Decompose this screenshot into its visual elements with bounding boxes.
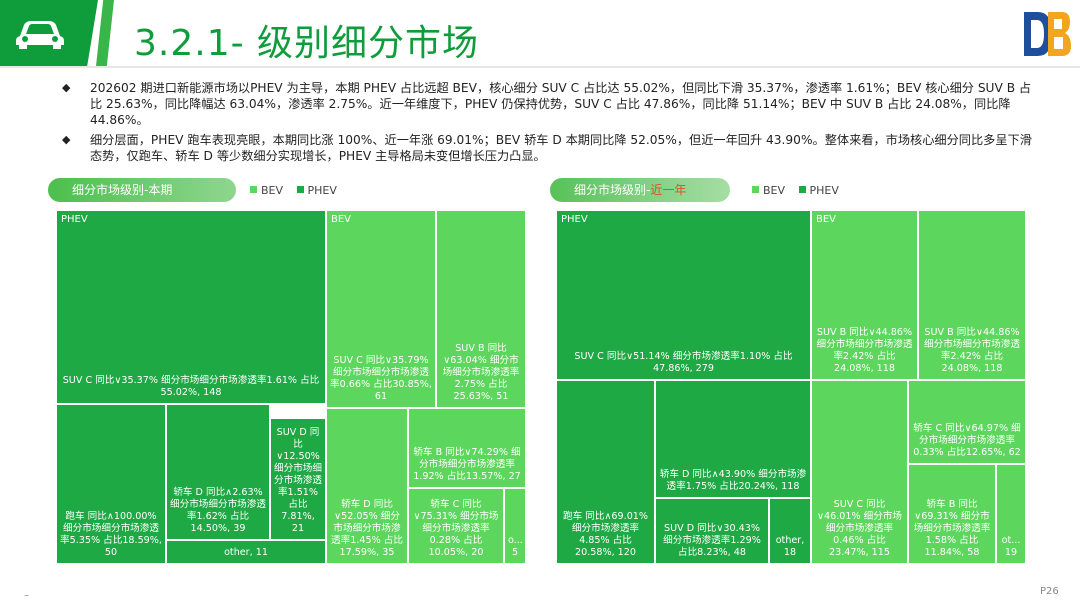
treemap-tile-r-bev-suvb-2: SUV B 同比∨44.86% 细分市场细分市场渗透率2.42% 占比24.08…	[918, 210, 1026, 380]
treemap-tile-label: other, 18	[775, 535, 805, 558]
treemap-tile-l-bev-suvb: SUV B 同比∨63.04% 细分市场细分市场渗透率2.75% 占比25.63…	[436, 210, 526, 408]
page-number: P26	[1040, 586, 1059, 597]
header-bar	[0, 0, 1080, 76]
legend-phev-label: PHEV	[307, 184, 337, 197]
diamond-bullet-icon: ◆	[62, 133, 71, 146]
treemap-tile-label: SUV B 同比∨63.04% 细分市场细分市场渗透率2.75% 占比25.63…	[442, 343, 520, 402]
phev-swatch	[296, 186, 304, 193]
treemap-tile-label: 轿车 C 同比∨75.31% 细分市场细分市场渗透率0.28% 占比10.05%…	[413, 499, 499, 558]
treemap-tile-label: 轿车 D 同比∧43.90% 细分市场渗透率1.75% 占比20.24%, 11…	[659, 469, 807, 492]
treemap-tile-label: SUV C 同比∨35.79% 细分市场细分市场渗透率0.66% 占比30.85…	[330, 355, 432, 402]
treemap-tile-label: SUV B 同比∨44.86% 细分市场细分市场渗透率2.42% 占比24.08…	[924, 327, 1020, 374]
treemap-group-label-bev: BEV	[331, 214, 352, 225]
treemap-tile-r-phev-jiaoche-d: 轿车 D 同比∧43.90% 细分市场渗透率1.75% 占比20.24%, 11…	[655, 380, 811, 498]
phev-swatch	[798, 186, 806, 193]
treemap-tile-label: o... 5	[508, 535, 523, 558]
treemap-tile-label: SUV C 同比∨35.37% 细分市场细分市场渗透率1.61% 占比55.02…	[62, 375, 320, 398]
treemap-tile-label: 轿车 B 同比∨74.29% 细分市场细分市场渗透率1.92% 占比13.57%…	[413, 447, 521, 482]
treemap-tile-l-bev-suvc: SUV C 同比∨35.79% 细分市场细分市场渗透率0.66% 占比30.85…	[326, 210, 436, 408]
treemap-tile-label: 轿车 B 同比∨69.31% 细分市场细分市场渗透率1.58% 占比11.84%…	[913, 499, 991, 558]
legend-bev-label: BEV	[763, 184, 786, 197]
treemap-current: SUV C 同比∨35.37% 细分市场细分市场渗透率1.61% 占比55.02…	[56, 210, 526, 564]
panel-label-year-highlight: 近一年	[650, 183, 687, 197]
treemap-tile-label: 跑车 同比∧100.00% 细分市场细分市场渗透率5.35% 占比18.59%,…	[60, 511, 162, 558]
legend-bev-label: BEV	[261, 184, 284, 197]
treemap-tile-label: 轿车 D 同比∨52.05% 细分市场细分市场渗透率1.45% 占比17.59%…	[331, 499, 403, 558]
treemap-tile-r-bev-jiaoche-b: 轿车 B 同比∨69.31% 细分市场细分市场渗透率1.58% 占比11.84%…	[908, 464, 996, 564]
treemap-tile-l-bev-jiaoche-b: 轿车 B 同比∨74.29% 细分市场细分市场渗透率1.92% 占比13.57%…	[408, 408, 526, 488]
treemap-tile-r-bev-other: ot... 19	[996, 464, 1026, 564]
treemap-tile-r-bev-suvb-1: SUV B 同比∨44.86% 细分市场细分市场渗透率2.42% 占比24.08…	[811, 210, 918, 380]
treemap-tile-label: SUV B 同比∨44.86% 细分市场细分市场渗透率2.42% 占比24.08…	[816, 327, 913, 374]
legend-item-phev: PHEV	[798, 184, 839, 197]
treemap-tile-label: 轿车 D 同比∧2.63% 细分市场细分市场渗透率1.62% 占比14.50%,…	[170, 487, 266, 534]
panel-label-year-prefix: 细分市场级别-	[574, 183, 651, 197]
treemap-tile-l-bev-jiaoche-c: 轿车 C 同比∨75.31% 细分市场细分市场渗透率0.28% 占比10.05%…	[408, 488, 504, 564]
legend-phev-label: PHEV	[809, 184, 839, 197]
treemap-tile-r-phev-paoche: 跑车 同比∧69.01% 细分市场渗透率4.85% 占比20.58%, 120	[556, 380, 655, 564]
treemap-tile-label: SUV C 同比∨51.14% 细分市场渗透率1.10% 占比47.86%, 2…	[574, 351, 793, 374]
treemap-tile-label: SUV D 同比∨12.50% 细分市场细分市场渗透率1.51% 占比7.81%…	[274, 427, 322, 534]
treemap-tile-label: ot... 19	[1001, 535, 1021, 558]
treemap-group-label-bev: BEV	[816, 214, 837, 225]
treemap-tile-r-bev-suvc: SUV C 同比∨46.01% 细分市场细分市场渗透率0.46% 占比23.47…	[811, 380, 908, 564]
panel-label-current-text: 细分市场级别-本期	[72, 183, 173, 197]
treemap-tile-l-bev-jiaoche-d: 轿车 D 同比∨52.05% 细分市场细分市场渗透率1.45% 占比17.59%…	[326, 408, 408, 564]
treemap-tile-r-phev-other: other, 18	[769, 498, 811, 564]
legend-item-bev: BEV	[752, 184, 785, 197]
treemap-tile-label: 轿车 C 同比∨64.97% 细分市场细分市场渗透率0.33% 占比12.65%…	[913, 423, 1021, 458]
legend-item-bev: BEV	[250, 184, 283, 197]
treemap-tile-l-phev-jiaoche-d: 轿车 D 同比∧2.63% 细分市场细分市场渗透率1.62% 占比14.50%,…	[166, 404, 270, 540]
treemap-group-label-phev: PHEV	[561, 214, 588, 225]
treemap-tile-l-phev-paoche: 跑车 同比∧100.00% 细分市场细分市场渗透率5.35% 占比18.59%,…	[56, 404, 166, 564]
bullet-text-2: 细分层面，PHEV 跑车表现亮眼，本期同比涨 100%、近一年涨 69.01%；…	[90, 133, 1032, 163]
legend-item-phev: PHEV	[296, 184, 337, 197]
panel-label-year: 细分市场级别-近一年	[550, 178, 730, 202]
treemap-tile-label: SUV C 同比∨46.01% 细分市场细分市场渗透率0.46% 占比23.47…	[816, 499, 903, 558]
summary-bullets: ◆ 202602 期进口新能源市场以PHEV 为主导，本期 PHEV 占比远超 …	[62, 80, 1032, 168]
db-logo	[1024, 12, 1071, 56]
bev-swatch	[752, 186, 759, 193]
header-divider	[0, 66, 1080, 68]
treemap-year: SUV C 同比∨51.14% 细分市场渗透率1.10% 占比47.86%, 2…	[556, 210, 1026, 564]
page-title: 3.2.1- 级别细分市场	[134, 23, 480, 64]
treemap-tile-l-bev-other: o... 5	[504, 488, 526, 564]
legend-current: BEV PHEV	[250, 184, 347, 197]
car-icon	[16, 21, 64, 49]
treemap-tile-r-phev-suvd: SUV D 同比∨30.43% 细分市场渗透率1.29% 占比8.23%, 48	[655, 498, 769, 564]
diamond-bullet-icon: ◆	[62, 81, 71, 94]
legend-year: BEV PHEV	[752, 184, 849, 197]
footer-dash: –	[24, 590, 29, 601]
treemap-tile-l-phev-other: other, 11	[166, 540, 326, 564]
treemap-tile-label: SUV D 同比∨30.43% 细分市场渗透率1.29% 占比8.23%, 48	[663, 523, 761, 558]
bev-swatch	[250, 186, 257, 193]
treemap-group-label-phev: PHEV	[61, 214, 88, 225]
treemap-tile-r-bev-jiaoche-c: 轿车 C 同比∨64.97% 细分市场细分市场渗透率0.33% 占比12.65%…	[908, 380, 1026, 464]
treemap-tile-r-phev-suvc: SUV C 同比∨51.14% 细分市场渗透率1.10% 占比47.86%, 2…	[556, 210, 811, 380]
panel-label-current: 细分市场级别-本期	[48, 178, 236, 202]
treemap-tile-label: other, 11	[224, 547, 268, 558]
bullet-2: ◆ 细分层面，PHEV 跑车表现亮眼，本期同比涨 100%、近一年涨 69.01…	[62, 132, 1032, 164]
treemap-tile-l-phev-suvc: SUV C 同比∨35.37% 细分市场细分市场渗透率1.61% 占比55.02…	[56, 210, 326, 404]
bullet-1: ◆ 202602 期进口新能源市场以PHEV 为主导，本期 PHEV 占比远超 …	[62, 80, 1032, 128]
bullet-text-1: 202602 期进口新能源市场以PHEV 为主导，本期 PHEV 占比远超 BE…	[90, 81, 1032, 127]
treemap-tile-label: 跑车 同比∧69.01% 细分市场渗透率4.85% 占比20.58%, 120	[562, 511, 649, 558]
treemap-tile-l-phev-suvd: SUV D 同比∨12.50% 细分市场细分市场渗透率1.51% 占比7.81%…	[270, 418, 326, 540]
